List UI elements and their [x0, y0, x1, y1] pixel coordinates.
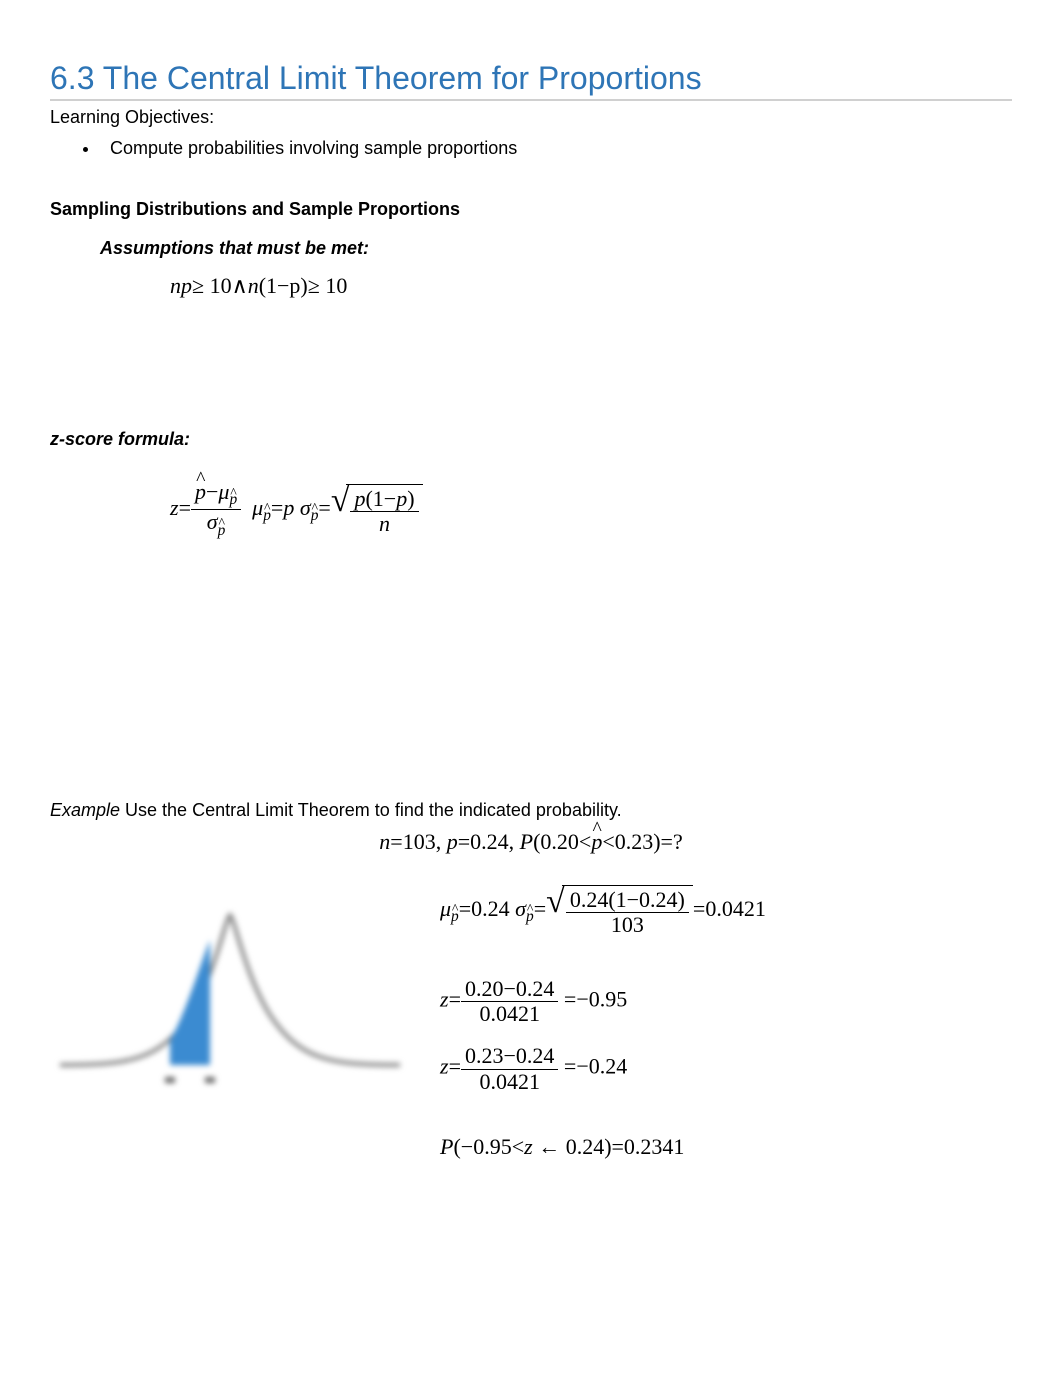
page-title: 6.3 The Central Limit Theorem for Propor…: [50, 60, 1012, 101]
objectives-list: Compute probabilities involving sample p…: [100, 138, 1012, 159]
example-row: μp=0.24 σp=√0.24(1−0.24)103=0.0421 z=0.2…: [50, 885, 1012, 1200]
learning-objectives-label: Learning Objectives:: [50, 107, 1012, 128]
z2-row: z=0.23−0.240.0421 =−0.24: [440, 1044, 766, 1093]
assumptions-label: Assumptions that must be met:: [100, 238, 1012, 259]
section-heading: Sampling Distributions and Sample Propor…: [50, 199, 1012, 220]
mu-sigma-row: μp=0.24 σp=√0.24(1−0.24)103=0.0421: [440, 885, 766, 937]
assumption-formula: np≥ 10∧n(1−p)≥ 10: [170, 273, 1012, 299]
z1-row: z=0.20−0.240.0421 =−0.95: [440, 977, 766, 1026]
zscore-label: z-score formula:: [50, 429, 1012, 450]
objective-item: Compute probabilities involving sample p…: [100, 138, 1012, 159]
example-given-formula: n=103, p=0.24, P(0.20<p<0.23)=?: [50, 829, 1012, 855]
prob-row: P(−0.95<z ← 0.24)=0.2341: [440, 1134, 766, 1160]
calculation-column: μp=0.24 σp=√0.24(1−0.24)103=0.0421 z=0.2…: [440, 885, 766, 1200]
example-text: Example Use the Central Limit Theorem to…: [50, 800, 1012, 821]
zscore-formula: z=p−μpσp μp=p σp=√p(1−p)n: [170, 480, 1012, 540]
normal-curve-figure: [50, 885, 410, 1105]
